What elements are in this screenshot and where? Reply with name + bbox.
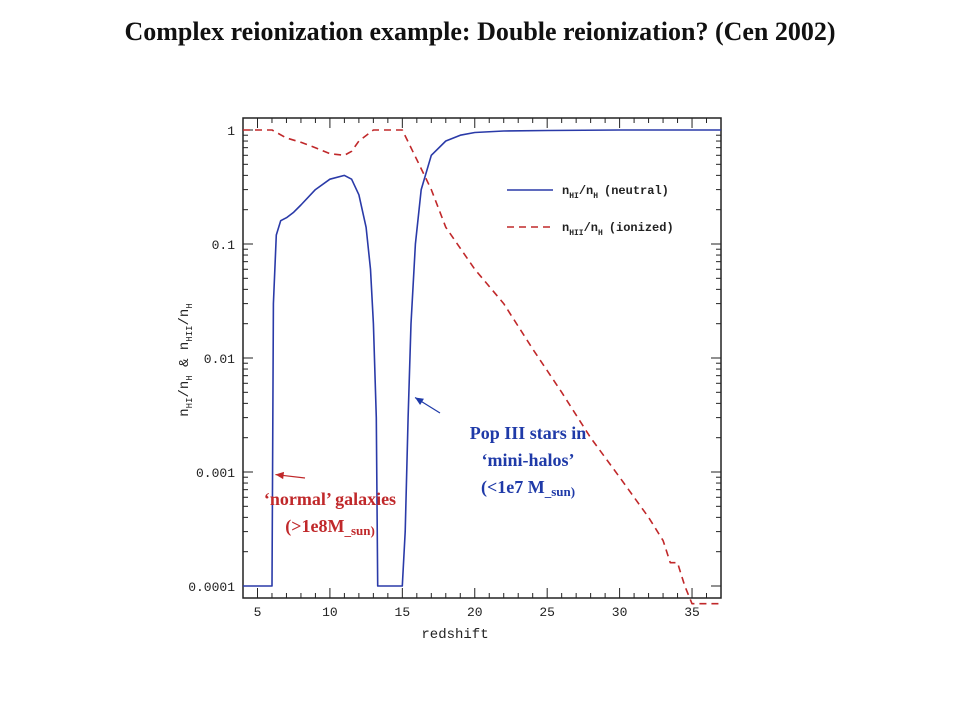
pop3-arrow-head [415, 397, 424, 405]
y-tick-label: 0.0001 [188, 580, 235, 595]
x-tick-label: 20 [467, 605, 483, 620]
annotation-pop3-line1: Pop III stars in [469, 423, 587, 443]
legend: nHI/nH (neutral) nHII/nH (ionized) [507, 184, 674, 238]
annotation-normal-line1: ‘normal’ galaxies [263, 489, 397, 509]
slide-title: Complex reionization example: Double rei… [124, 17, 836, 46]
legend-label-neutral: nHI/nH (neutral) [562, 184, 669, 201]
x-tick-label: 30 [612, 605, 628, 620]
x-axis-title: redshift [421, 627, 488, 643]
annotation-pop3-line2: ‘mini-halos’ [481, 450, 575, 470]
axis-tick-labels: 5 10 15 20 25 30 35 1 0.1 0.01 0.001 0.0001 [188, 124, 700, 620]
legend-label-ionized: nHII/nH (ionized) [562, 221, 674, 238]
annotation-normal-galaxies: ‘normal’ galaxies (>1e8M_sun) [240, 486, 420, 544]
x-tick-label: 25 [539, 605, 555, 620]
annotation-pop3: Pop III stars in ‘mini-halos’ (<1e7 M_su… [448, 420, 608, 505]
axis-ticks [242, 118, 722, 598]
x-tick-label: 10 [322, 605, 338, 620]
series-line-neutral [243, 129, 721, 587]
annotation-arrows [275, 397, 441, 480]
y-axis-title: nHI/nH & nHII/nH [177, 303, 195, 416]
y-tick-label: 0.001 [196, 466, 235, 481]
series-line-ionized [243, 129, 721, 605]
x-tick-label: 35 [684, 605, 700, 620]
annotation-normal-line2: (>1e8M_sun) [285, 516, 375, 538]
y-tick-label: 0.01 [204, 352, 235, 367]
normal-galaxies-arrow-head [275, 471, 285, 480]
svg-text:nHI/nH & nHII/nH: nHI/nH & nHII/nH [177, 303, 195, 416]
annotation-pop3-line3: (<1e7 M_sun) [480, 477, 576, 499]
series-layer [243, 129, 721, 605]
y-tick-label: 1 [227, 124, 235, 139]
y-tick-label: 0.1 [212, 238, 236, 253]
x-tick-label: 5 [254, 605, 262, 620]
x-tick-label: 15 [395, 605, 411, 620]
